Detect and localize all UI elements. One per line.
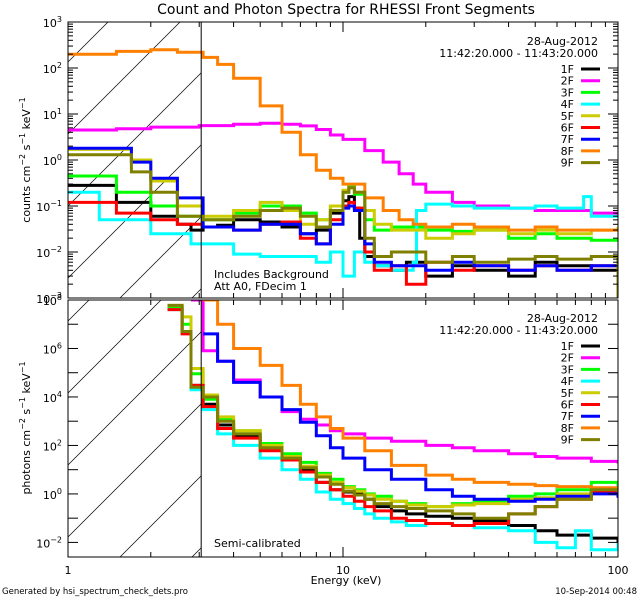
photons-series-group	[167, 300, 618, 552]
x-axis-label: Energy (keV)	[311, 574, 382, 587]
counts-y-axis: 103 102 101 100 10−1 10−2 10−3	[36, 15, 618, 306]
x-tick-label: 100	[608, 564, 629, 577]
x-tick-label: 10	[336, 564, 350, 577]
counts-annotation-background: Includes Background	[214, 268, 329, 281]
legend-label-7F: 7F	[561, 133, 574, 146]
y-tick-label: 108	[43, 293, 62, 308]
counts-series-7F	[68, 146, 618, 272]
counts-time-range: 11:42:20.000 - 11:43:20.000	[439, 47, 598, 60]
legend-label-8F: 8F	[561, 145, 574, 158]
counts-y-axis-label: counts cm−2 s−1 keV−1	[18, 97, 33, 222]
photons-y-axis: 108 106 104 102 100 10−2	[36, 293, 618, 550]
photons-date: 28-Aug-2012	[527, 312, 598, 325]
hatch-line	[68, 300, 90, 322]
photons-series-9F	[167, 303, 618, 520]
footer-timestamp: 10-Sep-2014 00:48	[555, 587, 637, 597]
legend-label-7F: 7F	[561, 410, 574, 423]
hatch-mask	[201, 300, 618, 557]
y-tick-label: 103	[43, 15, 62, 30]
legend-label-4F: 4F	[561, 375, 574, 388]
legend-label-4F: 4F	[561, 98, 574, 111]
y-tick-label: 10−1	[36, 199, 62, 214]
y-tick-label: 10−2	[36, 245, 62, 260]
photons-time-range: 11:42:20.000 - 11:43:20.000	[439, 324, 598, 337]
legend-label-3F: 3F	[561, 86, 574, 99]
hatch-line	[68, 22, 181, 135]
hatch-line	[68, 22, 109, 63]
chart-title: Count and Photon Spectra for RHESSI Fron…	[157, 2, 535, 18]
y-tick-label: 100	[43, 153, 62, 168]
counts-series-1F	[68, 183, 618, 278]
photons-series-8F	[203, 300, 618, 490]
hatch-line	[68, 300, 162, 394]
footer-generated-by: Generated by hsi_spectrum_check_dets.pro	[2, 587, 188, 597]
y-tick-label: 101	[43, 107, 62, 122]
photons-series-2F	[191, 300, 618, 464]
photons-panel: 108 106 104 102 100 10−2 1 10 100 photons cm−2 …	[18, 293, 629, 577]
y-tick-label: 102	[43, 438, 62, 453]
legend-label-2F: 2F	[561, 352, 574, 365]
legend-label-3F: 3F	[561, 363, 574, 376]
y-tick-label: 10−3	[36, 291, 62, 306]
y-tick-label: 104	[43, 390, 62, 405]
legend-label-2F: 2F	[561, 75, 574, 88]
photons-y-axis-label: photons cm−2 s−1 keV−1	[18, 361, 33, 494]
legend-label-5F: 5F	[561, 110, 574, 123]
legend-label-9F: 9F	[561, 157, 574, 170]
photons-annotation-semicalibrated: Semi-calibrated	[214, 537, 301, 550]
legend-label-8F: 8F	[561, 422, 574, 435]
y-tick-label: 100	[43, 487, 62, 502]
y-tick-label: 102	[43, 61, 62, 76]
legend-label-9F: 9F	[561, 434, 574, 447]
y-tick-label: 106	[43, 341, 62, 356]
legend-label-1F: 1F	[561, 63, 574, 76]
legend-label-5F: 5F	[561, 387, 574, 400]
counts-panel: 103 102 101 100 10−1 10−2 10−3 counts cm−2 s−1…	[18, 15, 619, 306]
legend-label-6F: 6F	[561, 399, 574, 412]
photons-x-axis: 1 10 100	[65, 300, 629, 577]
photons-series-7F	[203, 332, 618, 503]
counts-series-group	[68, 48, 618, 298]
y-tick-label: 10−2	[36, 535, 62, 550]
legend-label-6F: 6F	[561, 122, 574, 135]
counts-date: 28-Aug-2012	[527, 35, 598, 48]
counts-annotation-attenuator: Att A0, FDecim 1	[214, 280, 307, 293]
x-tick-label: 1	[65, 564, 72, 577]
counts-x-axis	[67, 22, 619, 298]
counts-series-9F	[68, 153, 618, 298]
legend-label-1F: 1F	[561, 340, 574, 353]
counts-series-8F	[68, 48, 618, 232]
photons-series-4F	[167, 308, 618, 552]
